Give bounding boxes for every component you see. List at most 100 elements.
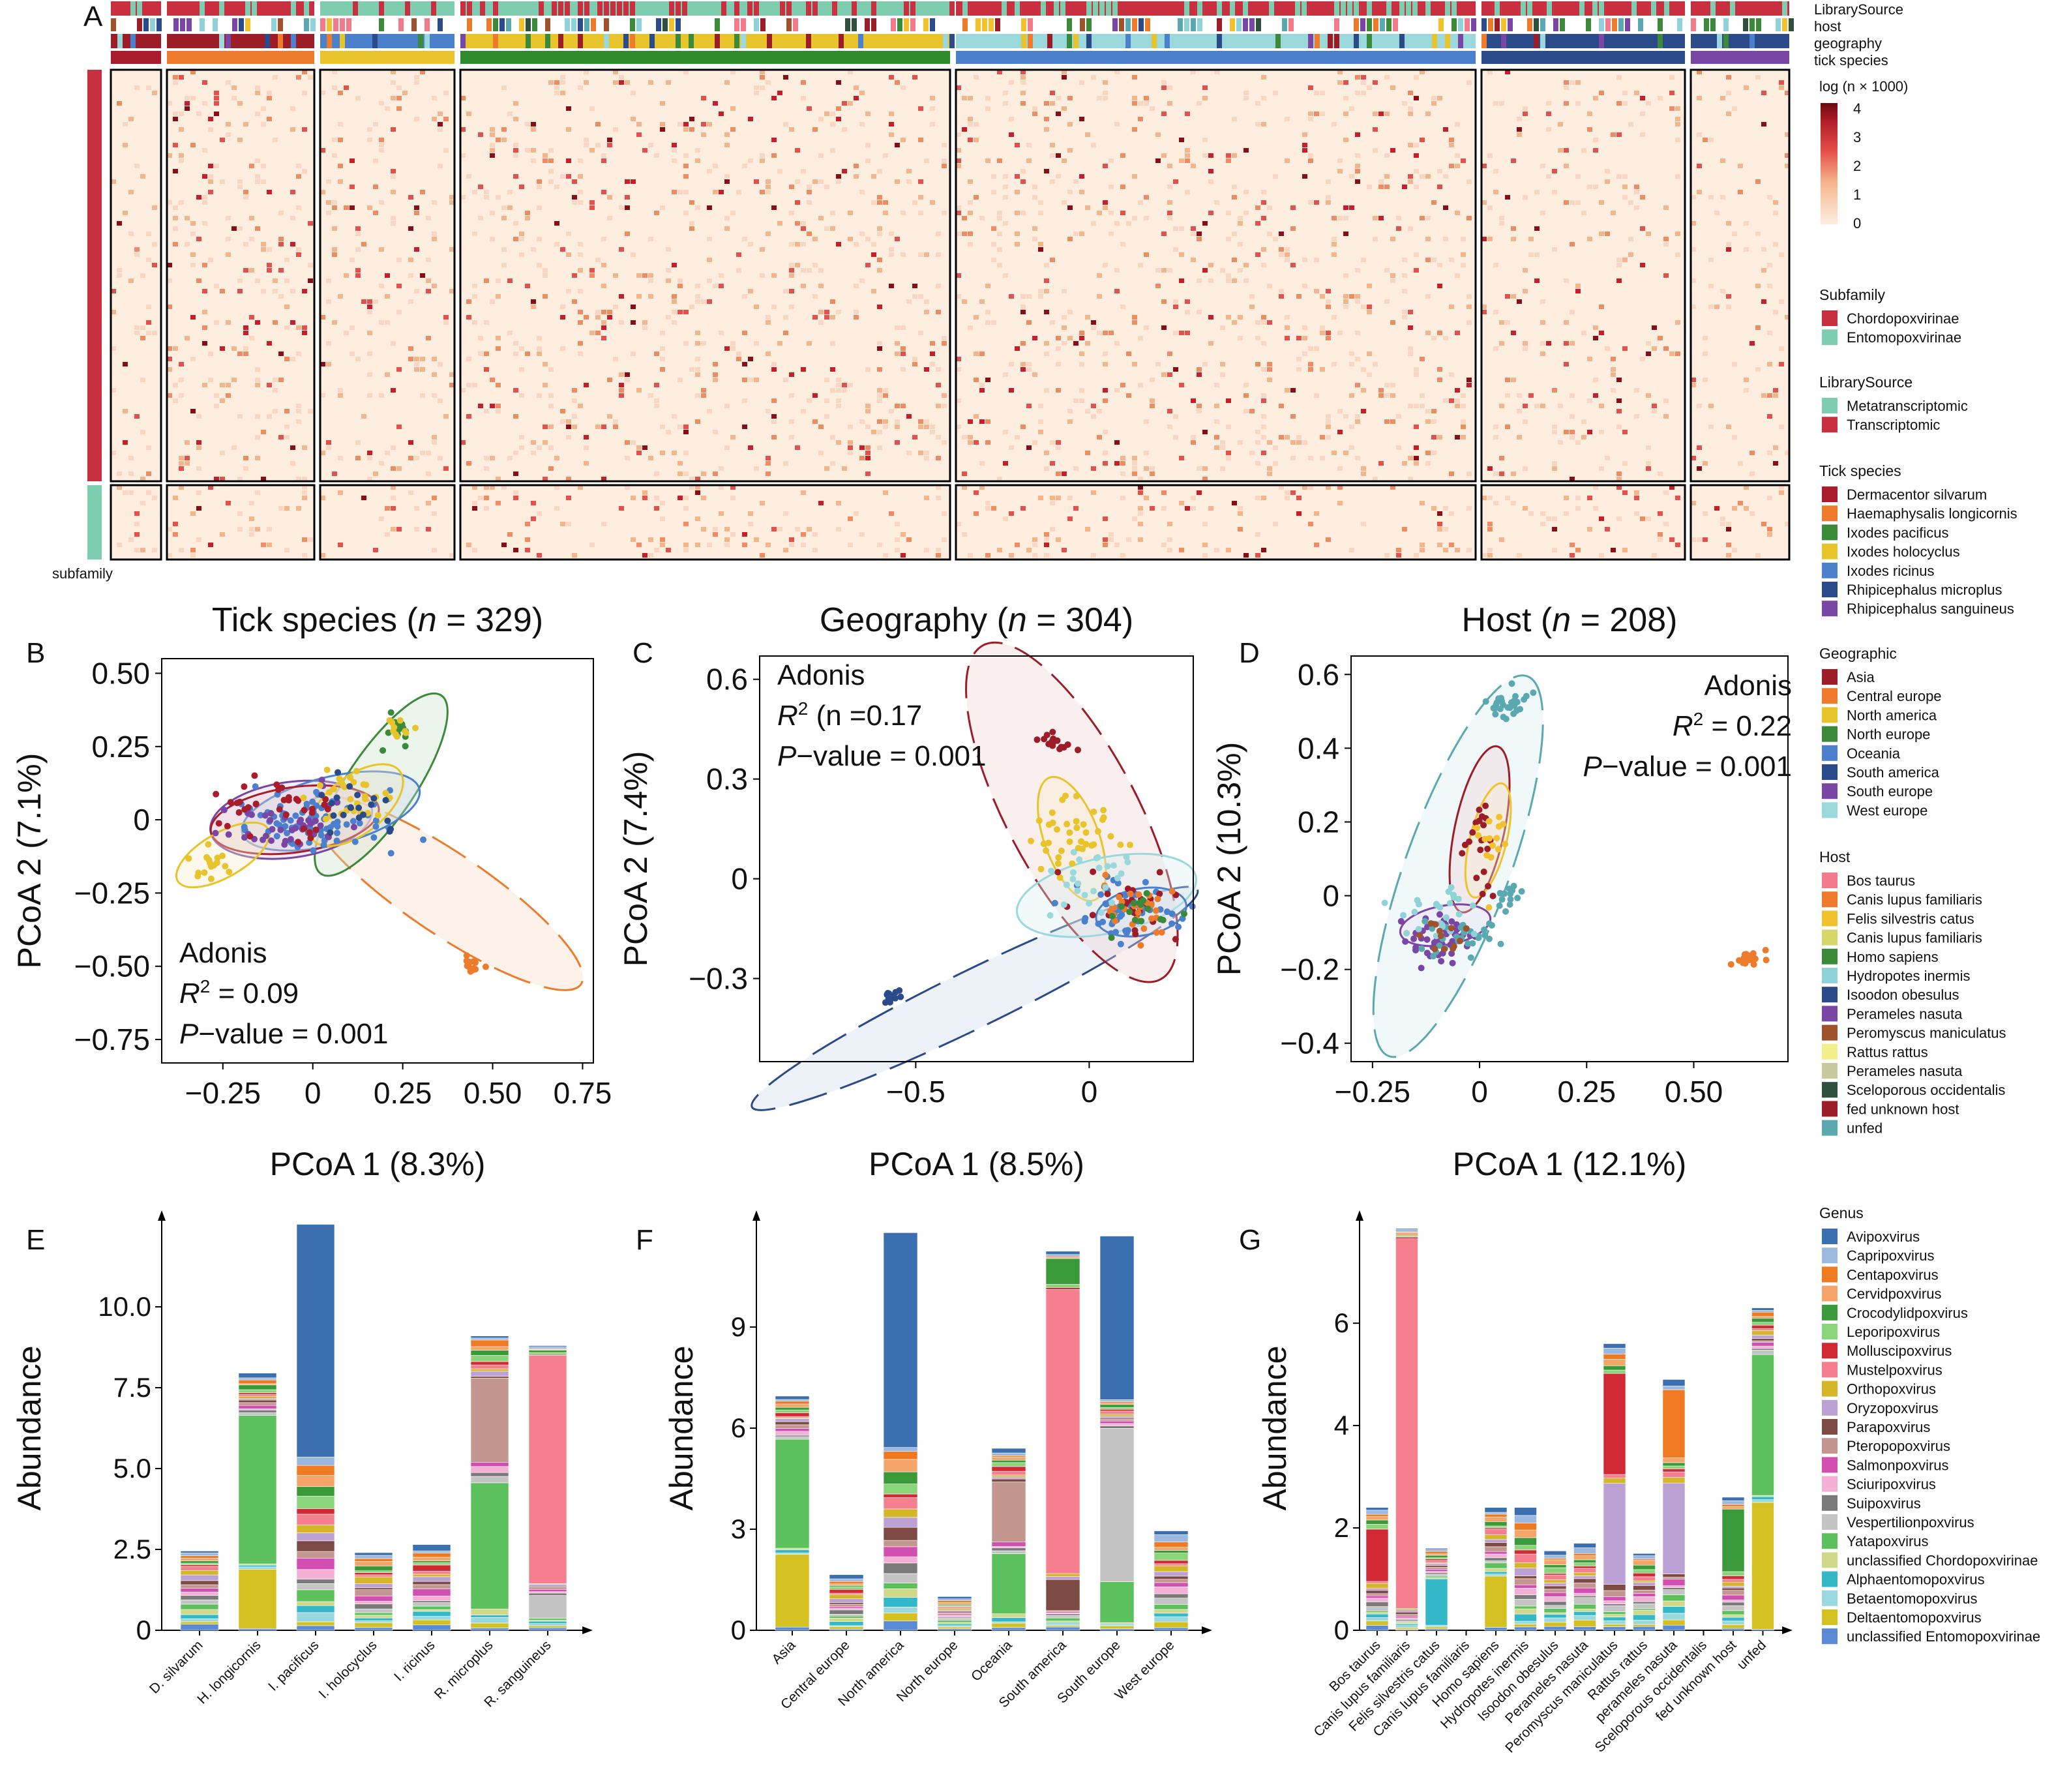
track-host-cell — [1282, 18, 1287, 31]
bar-segment — [296, 1569, 335, 1579]
heatmap-cell — [1640, 357, 1645, 361]
track-librarysource-cell — [780, 1, 785, 16]
heatmap-cell — [484, 456, 489, 460]
bar-segment — [296, 1558, 335, 1570]
bar-segment — [354, 1627, 393, 1631]
heatmap-cell — [877, 419, 882, 424]
bar-segment — [1573, 1587, 1596, 1594]
sample-point — [1069, 869, 1077, 876]
heatmap-cell — [1425, 216, 1431, 220]
sample-point — [1037, 865, 1045, 873]
heatmap-cell — [1402, 101, 1407, 106]
sample-point — [1076, 856, 1083, 863]
heatmap-cell — [1138, 537, 1143, 542]
heatmap-cell — [1332, 451, 1337, 455]
heatmap-cell — [631, 440, 636, 445]
bar-segment — [1425, 1565, 1448, 1568]
track-geography-cell — [1399, 34, 1405, 48]
heatmap-cell — [1616, 477, 1622, 481]
heatmap-cell — [1267, 231, 1272, 236]
heatmap-cell — [391, 496, 396, 500]
heatmap-cell — [1026, 158, 1032, 163]
bar-segment — [1425, 1548, 1448, 1550]
sample-point — [354, 792, 361, 799]
bar-segment — [470, 1371, 509, 1377]
heatmap-cell — [895, 179, 900, 184]
heatmap-cell — [1161, 85, 1167, 90]
heatmap-cell — [719, 485, 724, 490]
heatmap-cell — [918, 179, 923, 184]
heatmap-cell — [677, 122, 683, 127]
sample-point — [1090, 888, 1097, 895]
y-axis-label: PCoA 2 (7.1%) — [11, 753, 48, 969]
heatmap-cell — [128, 456, 134, 460]
heatmap-cell — [1534, 278, 1540, 283]
heatmap-cell — [396, 466, 402, 471]
track-host-cell — [310, 18, 316, 31]
heatmap-cell — [146, 85, 151, 90]
track-host-cell — [1527, 18, 1532, 31]
track-host-cell — [1112, 18, 1118, 31]
heatmap-cell — [942, 158, 947, 163]
heatmap-cell — [1261, 190, 1266, 194]
heatmap-cell — [255, 278, 260, 283]
track-librarysource-cell — [405, 1, 410, 16]
heatmap-cell — [1720, 522, 1725, 526]
heatmap-cell — [472, 190, 477, 194]
sample-point — [273, 820, 280, 827]
bar-segment — [296, 1579, 335, 1584]
heatmap-cell — [1243, 553, 1249, 558]
heatmap-cell — [836, 310, 841, 314]
sample-point — [328, 799, 335, 807]
heatmap-cell — [865, 112, 871, 116]
heatmap-cell — [1373, 148, 1378, 153]
bar-segment — [937, 1626, 972, 1629]
heatmap-cell — [859, 91, 865, 95]
heatmap-cell — [1499, 101, 1504, 106]
heatmap-cell — [1050, 153, 1055, 158]
heatmap-cell — [1138, 511, 1143, 516]
heatmap-cell — [1505, 320, 1510, 325]
track-geography-cell — [689, 34, 694, 48]
bar-segment — [296, 1486, 335, 1497]
heatmap-cell — [1599, 331, 1604, 335]
heatmap-cell — [1691, 305, 1696, 309]
track-geography-cell — [418, 34, 423, 48]
heatmap-cell — [1056, 388, 1061, 393]
heatmap-cell — [918, 211, 923, 215]
bar-segment — [528, 1355, 567, 1584]
heatmap-cell — [1056, 445, 1061, 450]
heatmap-cell — [683, 310, 689, 314]
x-tick-label: −0.25 — [1335, 1075, 1410, 1109]
heatmap-cell — [636, 122, 642, 127]
heatmap-cell — [1443, 336, 1448, 340]
heatmap-cell — [1091, 320, 1096, 325]
sample-point — [1127, 890, 1134, 897]
heatmap-cell — [900, 138, 906, 142]
heatmap-cell — [865, 471, 871, 476]
heatmap-cell — [1493, 471, 1498, 476]
sample-point — [333, 799, 340, 806]
y-axis-label: PCoA 2 (10.3%) — [1211, 742, 1247, 976]
heatmap-cell — [1238, 315, 1243, 320]
heatmap-cell — [689, 477, 694, 481]
heatmap-cell — [900, 351, 906, 356]
heatmap-cell — [1487, 527, 1493, 531]
heatmap-cell — [1611, 211, 1616, 215]
bar-segment — [180, 1580, 219, 1585]
bar-segment — [1154, 1579, 1189, 1583]
heatmap-cell — [683, 127, 689, 132]
bar-segment — [1425, 1555, 1448, 1559]
sample-point — [1500, 713, 1507, 721]
sample-point — [1475, 832, 1482, 839]
heatmap-cell — [1097, 409, 1102, 413]
heatmap-cell — [273, 388, 278, 393]
heatmap-cell — [543, 273, 548, 278]
heatmap-cell — [261, 106, 266, 111]
bar-segment — [829, 1602, 864, 1605]
sample-point — [333, 837, 340, 844]
heatmap-cell — [589, 148, 595, 153]
heatmap-cell — [748, 242, 753, 246]
heatmap-cell — [1226, 158, 1231, 163]
legend-swatch-subfamily — [1822, 329, 1838, 346]
